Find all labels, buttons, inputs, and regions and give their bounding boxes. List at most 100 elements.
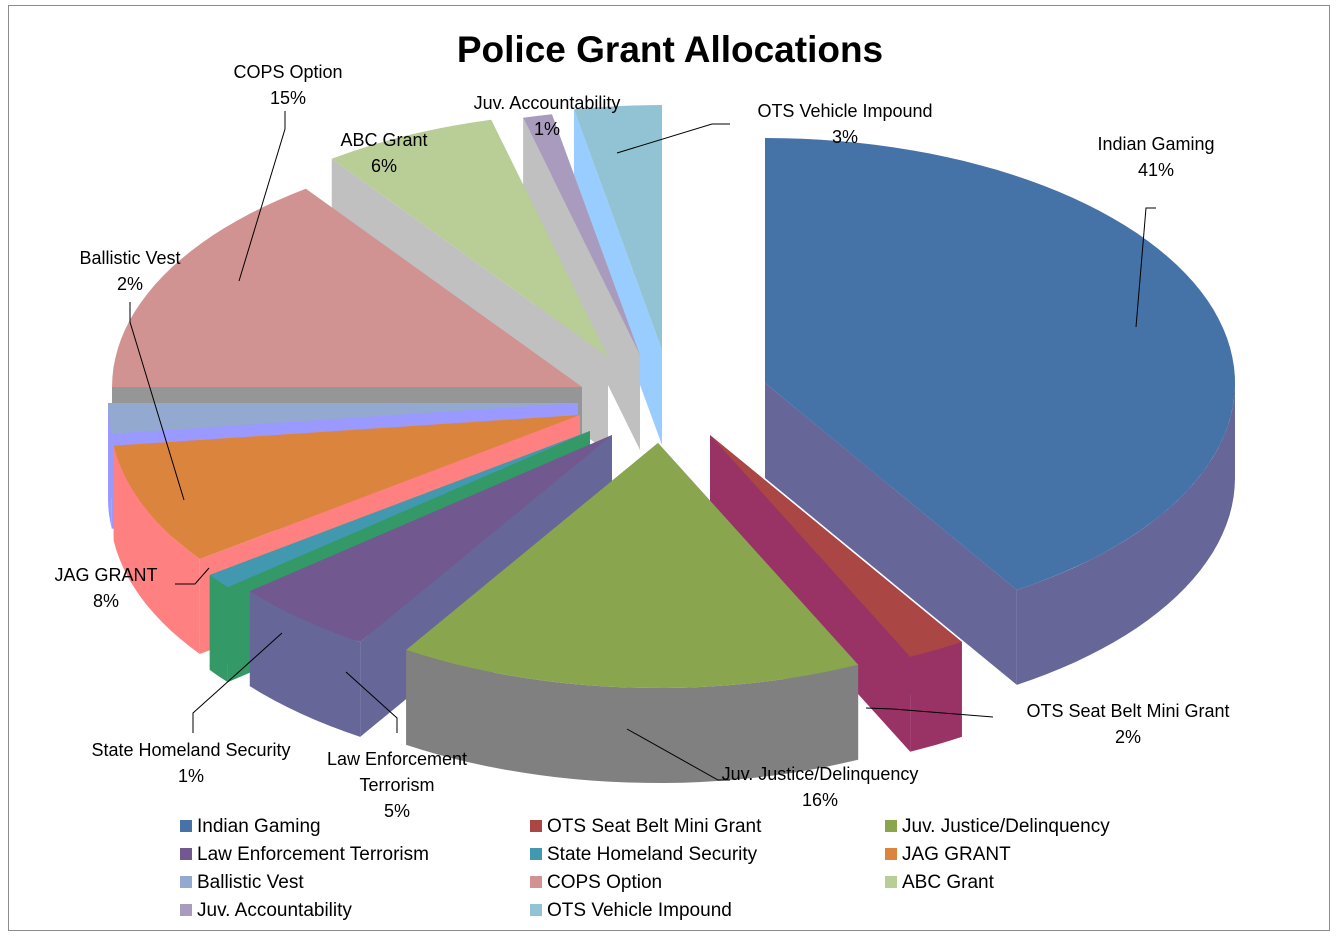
data-label-name: OTS Vehicle Impound — [757, 101, 932, 121]
leader-line-cops-option — [238, 111, 286, 282]
legend-swatch — [530, 848, 542, 860]
legend-item-cops-option: COPS Option — [530, 872, 662, 893]
data-label-percent: 1% — [534, 119, 560, 139]
leader-lines — [129, 111, 1156, 781]
legend: Indian Gaming OTS Seat Belt Mini Grant Juv… — [180, 816, 1110, 921]
data-label-ots-vehicle-impound: OTS Vehicle Impound 3% — [757, 101, 932, 147]
legend-swatch — [530, 904, 542, 916]
leader-line-indian-gaming — [1135, 207, 1156, 328]
data-label-juv-accountability: Juv. Accountability 1% — [474, 93, 621, 139]
legend-swatch — [885, 848, 897, 860]
data-label-jag-grant: JAG GRANT 8% — [54, 565, 157, 611]
leader-line-ots-vehicle-impound — [616, 123, 730, 154]
legend-label: Juv. Accountability — [197, 900, 352, 921]
data-label-abc-grant: ABC Grant 6% — [340, 130, 427, 176]
legend-swatch — [530, 876, 542, 888]
data-label-law-enforcement-terrorism: Law Enforcement Terrorism 5% — [327, 749, 467, 821]
data-label-cops-option: COPS Option 15% — [233, 62, 342, 108]
chart-title: Police Grant Allocations — [457, 29, 883, 70]
slice-top — [406, 443, 859, 688]
slice-top — [249, 435, 612, 642]
legend-swatch — [885, 876, 897, 888]
legend-swatch — [180, 904, 192, 916]
legend-item-juv-justice-delinquency: Juv. Justice/Delinquency — [885, 816, 1110, 837]
legend-label: OTS Vehicle Impound — [547, 900, 732, 921]
leader-line-jag-grant — [175, 567, 210, 585]
slice-juv-justice-delinquency — [406, 443, 859, 783]
slice-top — [573, 105, 662, 350]
legend-label: ABC Grant — [902, 872, 995, 893]
legend-label: Law Enforcement Terrorism — [197, 844, 429, 865]
legend-label: JAG GRANT — [902, 844, 1011, 865]
data-label-ots-seat-belt-mini-grant: OTS Seat Belt Mini Grant 2% — [1026, 701, 1229, 747]
data-label-name: OTS Seat Belt Mini Grant — [1026, 701, 1229, 721]
slice-top — [523, 114, 640, 355]
data-label-percent: 2% — [1115, 727, 1141, 747]
data-label-name: JAG GRANT — [54, 565, 157, 585]
legend-swatch — [885, 820, 897, 832]
slice-top — [112, 188, 582, 387]
slice-top — [331, 119, 608, 357]
slice-juv-accountability — [523, 114, 640, 450]
slice-top — [710, 435, 962, 657]
data-label-percent: 16% — [802, 790, 838, 810]
slice-outer-wall — [249, 591, 361, 737]
data-label-name: Terrorism — [360, 775, 435, 795]
leader-line-state-homeland-security — [192, 632, 283, 733]
legend-item-juv-accountability: Juv. Accountability — [180, 900, 352, 921]
legend-label: Juv. Justice/Delinquency — [902, 816, 1110, 837]
slice-top — [209, 431, 591, 588]
data-label-percent: 8% — [93, 591, 119, 611]
data-label-ballistic-vest: Ballistic Vest 2% — [79, 248, 180, 294]
leader-line-juv-justice-delinquency — [626, 728, 730, 781]
data-label-percent: 3% — [832, 127, 858, 147]
legend-item-ballistic-vest: Ballistic Vest — [180, 872, 304, 893]
slice-indian-gaming — [765, 138, 1235, 685]
pie-slices — [108, 105, 1235, 783]
data-label-name: COPS Option — [233, 62, 342, 82]
data-labels: Indian Gaming 41% OTS Seat Belt Mini Grant… — [54, 62, 1229, 821]
slice-top — [108, 403, 578, 434]
data-label-state-homeland-security: State Homeland Security 1% — [91, 740, 290, 786]
slice-wall — [710, 435, 911, 752]
slice-top — [113, 415, 580, 559]
legend-item-ots-vehicle-impound: OTS Vehicle Impound — [530, 900, 732, 921]
legend-item-state-homeland-security: State Homeland Security — [530, 844, 758, 865]
slice-outer-wall — [113, 445, 200, 654]
data-label-percent: 6% — [371, 156, 397, 176]
data-label-name: Juv. Justice/Delinquency — [722, 764, 919, 784]
legend-item-ots-seat-belt-mini-grant: OTS Seat Belt Mini Grant — [530, 816, 762, 837]
legend-swatch — [180, 876, 192, 888]
leader-line-ots-seat-belt-mini-grant — [865, 707, 994, 718]
data-label-percent: 41% — [1138, 160, 1174, 180]
data-label-indian-gaming: Indian Gaming 41% — [1097, 134, 1214, 180]
slice-ots-seat-belt-mini-grant — [710, 435, 962, 752]
slice-outer-wall — [209, 575, 228, 683]
legend-label: OTS Seat Belt Mini Grant — [547, 816, 762, 837]
legend-item-law-enforcement-terrorism: Law Enforcement Terrorism — [180, 844, 429, 865]
data-label-name: ABC Grant — [340, 130, 427, 150]
legend-label: Ballistic Vest — [197, 872, 304, 893]
data-label-percent: 15% — [270, 88, 306, 108]
data-label-percent: 1% — [178, 766, 204, 786]
data-label-name: Juv. Accountability — [474, 93, 621, 113]
data-label-name: Indian Gaming — [1097, 134, 1214, 154]
legend-swatch — [530, 820, 542, 832]
slice-wall — [765, 383, 1017, 685]
data-label-name: Law Enforcement — [327, 749, 467, 769]
leader-line-law-enforcement-terrorism — [345, 671, 398, 733]
data-label-juv-justice-delinquency: Juv. Justice/Delinquency 16% — [722, 764, 919, 810]
legend-swatch — [180, 820, 192, 832]
legend-item-jag-grant: JAG GRANT — [885, 844, 1011, 865]
data-label-percent: 2% — [117, 274, 143, 294]
slice-outer-wall — [108, 403, 112, 529]
data-label-name: Ballistic Vest — [79, 248, 180, 268]
legend-item-indian-gaming: Indian Gaming — [180, 816, 321, 837]
legend-label: State Homeland Security — [547, 844, 758, 865]
legend-item-abc-grant: ABC Grant — [885, 872, 995, 893]
slice-top — [765, 138, 1235, 590]
legend-label: COPS Option — [547, 872, 662, 893]
legend-label: Indian Gaming — [197, 816, 321, 837]
slice-outer-wall — [406, 649, 859, 783]
